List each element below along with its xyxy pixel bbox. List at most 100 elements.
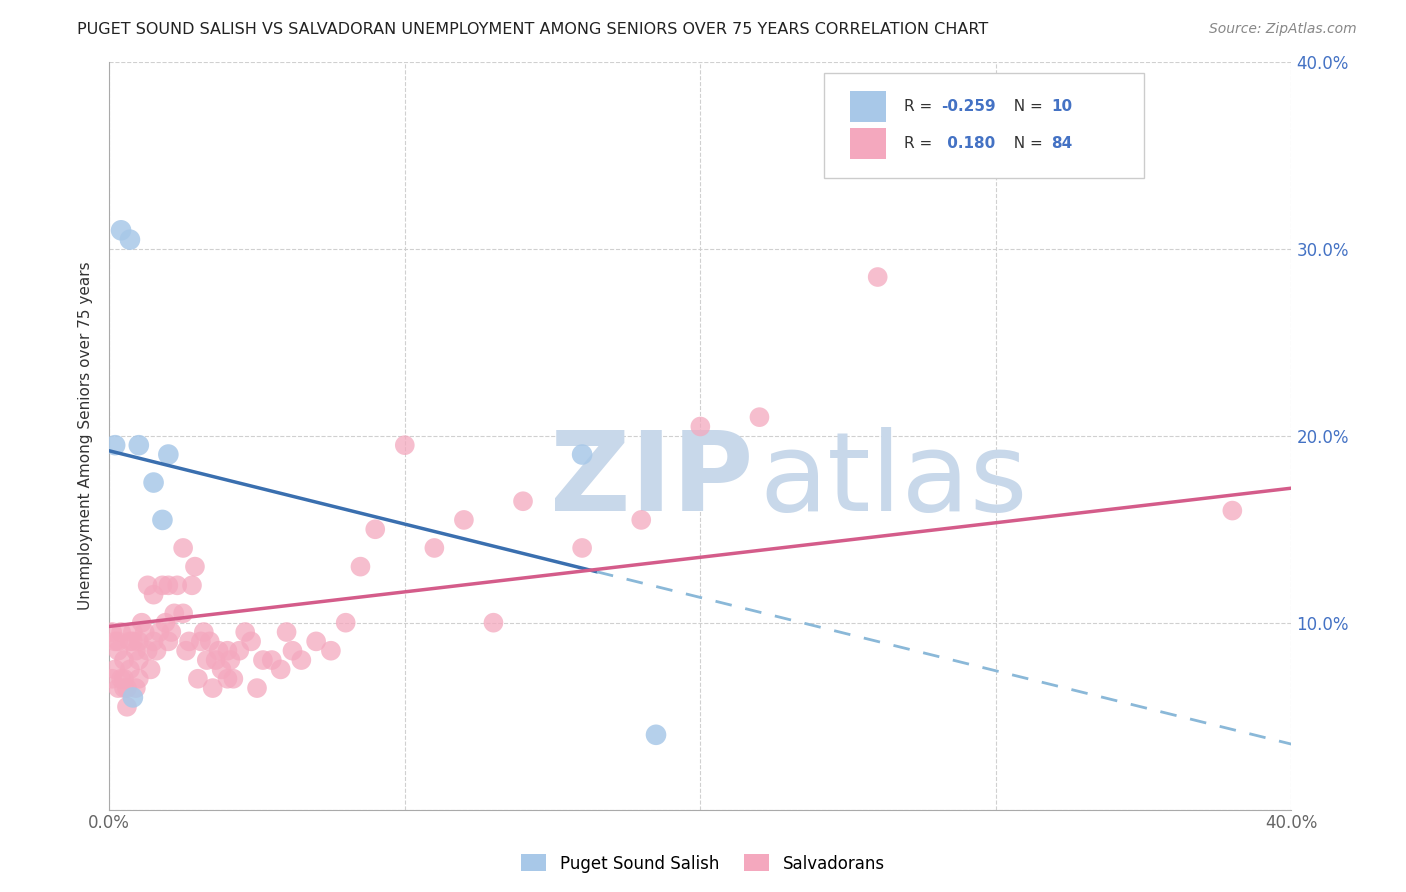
- Point: [128, 653, 150, 667]
- Point: [335, 615, 357, 630]
- Point: [107, 634, 129, 648]
- Point: [233, 625, 256, 640]
- Point: [157, 634, 180, 648]
- Point: [195, 653, 218, 667]
- Point: [128, 438, 150, 452]
- Point: [166, 578, 188, 592]
- Point: [276, 625, 298, 640]
- Point: [142, 588, 165, 602]
- Text: 84: 84: [1052, 136, 1073, 151]
- Text: -0.259: -0.259: [942, 99, 995, 114]
- Point: [112, 653, 135, 667]
- Point: [571, 448, 593, 462]
- Point: [148, 625, 170, 640]
- Text: Source: ZipAtlas.com: Source: ZipAtlas.com: [1209, 22, 1357, 37]
- Point: [630, 513, 652, 527]
- Point: [645, 728, 668, 742]
- Point: [131, 615, 153, 630]
- Point: [125, 681, 148, 695]
- Point: [122, 634, 145, 648]
- Point: [157, 578, 180, 592]
- Text: atlas: atlas: [759, 427, 1028, 534]
- Point: [155, 615, 177, 630]
- Point: [201, 681, 224, 695]
- Legend: Puget Sound Salish, Salvadorans: Puget Sound Salish, Salvadorans: [515, 847, 891, 880]
- Point: [198, 634, 221, 648]
- Point: [142, 475, 165, 490]
- Point: [866, 270, 889, 285]
- FancyBboxPatch shape: [851, 91, 886, 122]
- Point: [512, 494, 534, 508]
- Point: [104, 438, 127, 452]
- Point: [112, 681, 135, 695]
- Point: [252, 653, 274, 667]
- Point: [101, 672, 124, 686]
- Point: [204, 653, 226, 667]
- Text: N =: N =: [1004, 136, 1047, 151]
- Point: [107, 681, 129, 695]
- Point: [125, 644, 148, 658]
- Point: [270, 662, 292, 676]
- Point: [104, 662, 127, 676]
- Point: [190, 634, 212, 648]
- Point: [184, 559, 207, 574]
- Text: 10: 10: [1052, 99, 1073, 114]
- Point: [104, 634, 127, 648]
- Point: [174, 644, 197, 658]
- Point: [128, 634, 150, 648]
- FancyBboxPatch shape: [851, 128, 886, 160]
- Point: [101, 625, 124, 640]
- Point: [281, 644, 304, 658]
- Point: [145, 644, 167, 658]
- Point: [181, 578, 204, 592]
- Point: [107, 644, 129, 658]
- Point: [157, 448, 180, 462]
- Point: [163, 607, 186, 621]
- Point: [160, 625, 183, 640]
- Point: [172, 541, 194, 555]
- Point: [217, 644, 239, 658]
- Text: 0.180: 0.180: [942, 136, 995, 151]
- Point: [219, 653, 242, 667]
- Text: ZIP: ZIP: [550, 427, 754, 534]
- Point: [128, 672, 150, 686]
- Y-axis label: Unemployment Among Seniors over 75 years: Unemployment Among Seniors over 75 years: [79, 261, 93, 610]
- Point: [689, 419, 711, 434]
- Point: [211, 662, 233, 676]
- Point: [122, 625, 145, 640]
- FancyBboxPatch shape: [824, 73, 1143, 178]
- Point: [110, 223, 132, 237]
- Point: [152, 513, 174, 527]
- Point: [118, 662, 141, 676]
- Point: [139, 662, 162, 676]
- Point: [240, 634, 263, 648]
- Point: [364, 522, 387, 536]
- Point: [290, 653, 312, 667]
- Point: [118, 233, 141, 247]
- Point: [228, 644, 250, 658]
- Point: [394, 438, 416, 452]
- Point: [305, 634, 328, 648]
- Point: [453, 513, 475, 527]
- Point: [110, 625, 132, 640]
- Point: [110, 672, 132, 686]
- Point: [172, 607, 194, 621]
- Point: [115, 681, 138, 695]
- Point: [319, 644, 342, 658]
- Point: [1220, 503, 1243, 517]
- Text: N =: N =: [1004, 99, 1047, 114]
- Point: [193, 625, 215, 640]
- Point: [115, 699, 138, 714]
- Point: [748, 410, 770, 425]
- Text: PUGET SOUND SALISH VS SALVADORAN UNEMPLOYMENT AMONG SENIORS OVER 75 YEARS CORREL: PUGET SOUND SALISH VS SALVADORAN UNEMPLO…: [77, 22, 988, 37]
- Point: [136, 644, 159, 658]
- Point: [177, 634, 200, 648]
- Point: [118, 634, 141, 648]
- Point: [246, 681, 269, 695]
- Point: [571, 541, 593, 555]
- Point: [112, 672, 135, 686]
- Point: [136, 578, 159, 592]
- Point: [134, 625, 156, 640]
- Point: [349, 559, 371, 574]
- Text: R =: R =: [904, 99, 936, 114]
